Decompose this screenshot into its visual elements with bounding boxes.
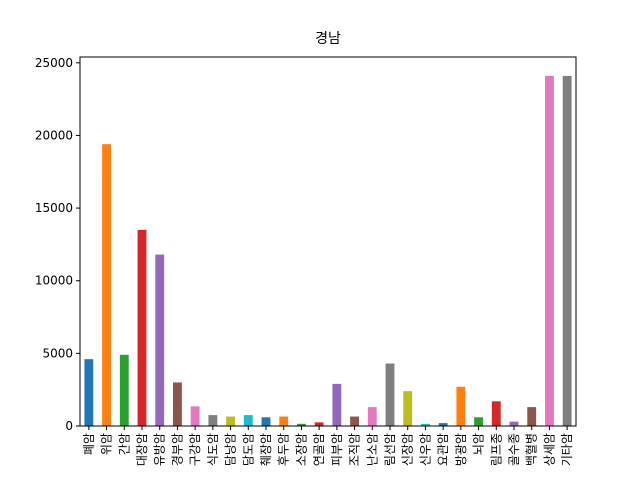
x-tick-label: 상세암 <box>542 433 556 466</box>
x-tick-label: 뇌암 <box>472 433 486 455</box>
x-tick-label: 폐암 <box>82 433 96 455</box>
x-tick-label: 연골암 <box>312 433 326 466</box>
bar <box>456 386 466 426</box>
x-tick-label: 후두암 <box>277 433 291 466</box>
bar <box>438 423 448 426</box>
x-tick-label: 림선암 <box>383 433 397 466</box>
x-tick-label: 담낭암 <box>224 433 238 466</box>
x-tick-label: 간암 <box>117 433 131 455</box>
bar <box>208 415 218 426</box>
bar <box>509 421 519 426</box>
x-tick-label: 피부암 <box>330 433 344 466</box>
x-tick-label: 대장암 <box>135 433 149 466</box>
x-tick-label: 구강암 <box>188 433 202 466</box>
bar <box>155 254 165 426</box>
bar <box>545 75 554 426</box>
bar <box>119 354 129 426</box>
bar <box>190 406 200 426</box>
bar <box>562 75 572 426</box>
bar <box>491 401 501 426</box>
bar <box>261 417 271 426</box>
x-tick-label: 신장암 <box>401 433 415 466</box>
bar <box>350 416 359 426</box>
bar <box>297 423 306 426</box>
x-tick-label: 백혈병 <box>525 433 539 466</box>
x-tick-label: 골수종 <box>507 433 521 466</box>
bar <box>173 382 182 426</box>
x-tick-label: 요관암 <box>436 433 450 466</box>
axes-frame <box>79 56 577 427</box>
bar <box>367 407 377 426</box>
bar <box>385 363 395 426</box>
bar <box>279 416 289 426</box>
bar <box>243 415 253 426</box>
x-tick-label: 경부암 <box>170 433 184 466</box>
chart-title: 경남 <box>315 31 341 47</box>
bar <box>84 359 94 426</box>
x-tick-label: 림프종 <box>489 433 503 466</box>
bar <box>403 391 413 426</box>
y-tick-label: 15000 <box>35 201 73 215</box>
bar <box>474 417 483 426</box>
bar <box>226 416 235 426</box>
x-tick-label: 방광암 <box>454 433 468 466</box>
bar <box>421 423 430 426</box>
x-tick-label: 위암 <box>100 433 114 455</box>
x-tick-label: 기타암 <box>560 433 574 466</box>
x-tick-label: 췌장암 <box>259 433 273 466</box>
x-tick-label: 신우암 <box>418 433 432 466</box>
y-tick-label: 5000 <box>42 346 73 360</box>
bar <box>314 422 324 426</box>
x-tick-label: 난소암 <box>365 433 379 466</box>
bar <box>102 144 111 427</box>
x-tick-label: 담도암 <box>241 433 255 466</box>
x-tick-label: 소장암 <box>294 433 308 466</box>
x-tick-label: 식도암 <box>206 433 220 466</box>
x-tick-label: 조직암 <box>348 433 362 466</box>
bar <box>137 229 147 426</box>
bar <box>332 383 342 426</box>
bar <box>527 407 537 426</box>
y-tick-label: 0 <box>65 419 73 433</box>
x-tick-label: 유방암 <box>153 433 167 466</box>
y-tick-label: 20000 <box>35 128 73 142</box>
y-tick-label: 10000 <box>35 274 73 288</box>
y-tick-label: 25000 <box>35 56 73 70</box>
